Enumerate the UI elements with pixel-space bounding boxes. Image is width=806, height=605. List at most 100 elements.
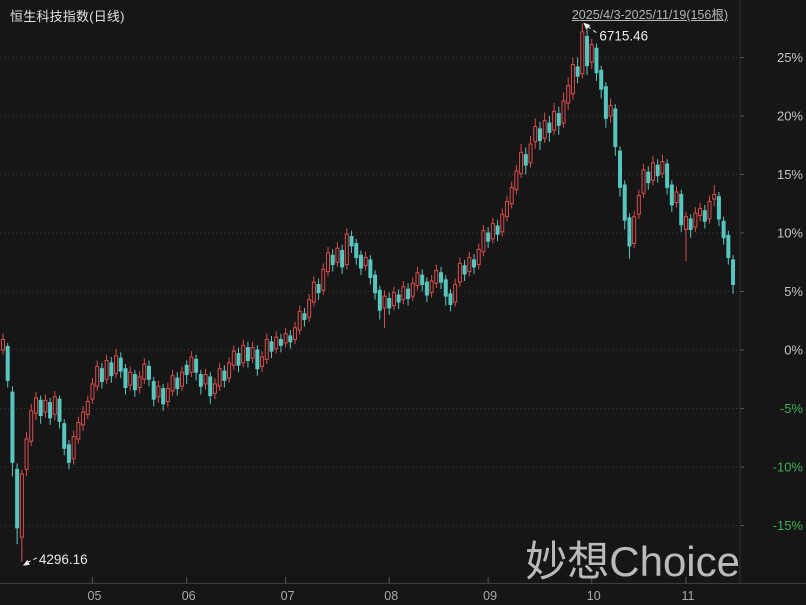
candle[interactable] xyxy=(665,159,670,195)
candle[interactable] xyxy=(726,230,731,265)
candle[interactable] xyxy=(622,180,627,230)
candle[interactable] xyxy=(142,358,147,384)
candle[interactable] xyxy=(373,270,378,300)
candle[interactable] xyxy=(646,166,651,190)
candle[interactable] xyxy=(406,283,411,306)
candle[interactable] xyxy=(401,280,406,305)
candle[interactable] xyxy=(721,216,726,245)
candle[interactable] xyxy=(396,289,401,310)
candle[interactable] xyxy=(335,242,340,267)
candle[interactable] xyxy=(227,357,232,383)
candle[interactable] xyxy=(608,98,613,124)
candle[interactable] xyxy=(570,57,575,100)
candle[interactable] xyxy=(297,305,302,335)
candle[interactable] xyxy=(358,250,363,276)
candle[interactable] xyxy=(269,335,274,359)
candle[interactable] xyxy=(504,195,509,222)
candle[interactable] xyxy=(15,463,20,545)
candle[interactable] xyxy=(245,341,250,368)
candle[interactable] xyxy=(514,165,519,195)
candle[interactable] xyxy=(556,106,561,135)
candle[interactable] xyxy=(462,259,467,281)
candle[interactable] xyxy=(585,29,590,76)
candle[interactable] xyxy=(217,362,222,391)
candle[interactable] xyxy=(170,369,175,396)
candle[interactable] xyxy=(391,286,396,311)
candle[interactable] xyxy=(57,395,62,429)
candle[interactable] xyxy=(500,208,505,237)
candle[interactable] xyxy=(198,369,203,395)
candle[interactable] xyxy=(731,255,736,294)
candle[interactable] xyxy=(599,65,604,99)
candle[interactable] xyxy=(443,275,448,306)
candle[interactable] xyxy=(481,224,486,257)
candle[interactable] xyxy=(114,348,119,379)
candle[interactable] xyxy=(311,276,316,307)
candle[interactable] xyxy=(250,341,255,363)
candle[interactable] xyxy=(5,342,10,388)
candle[interactable] xyxy=(655,159,660,183)
candle[interactable] xyxy=(707,195,712,224)
candle[interactable] xyxy=(283,327,288,348)
candle[interactable] xyxy=(650,155,655,186)
candle[interactable] xyxy=(368,255,373,285)
candle[interactable] xyxy=(236,347,241,373)
candle[interactable] xyxy=(382,290,387,328)
candle[interactable] xyxy=(679,189,684,232)
candle[interactable] xyxy=(184,360,189,384)
candle[interactable] xyxy=(552,103,557,135)
candle[interactable] xyxy=(19,469,24,562)
candle[interactable] xyxy=(467,251,472,277)
candle[interactable] xyxy=(453,278,458,307)
candle[interactable] xyxy=(208,372,213,404)
candle[interactable] xyxy=(344,228,349,270)
candle[interactable] xyxy=(641,163,646,198)
candle[interactable] xyxy=(683,211,688,262)
date-range-link[interactable]: 2025/4/3-2025/11/19(156根) xyxy=(571,8,728,22)
candle[interactable] xyxy=(52,390,57,421)
candle[interactable] xyxy=(147,360,152,387)
candle[interactable] xyxy=(674,186,679,208)
candle[interactable] xyxy=(547,116,552,142)
candle[interactable] xyxy=(523,147,528,175)
candle[interactable] xyxy=(203,368,208,390)
candle[interactable] xyxy=(1,333,5,355)
candle[interactable] xyxy=(519,144,524,179)
candle[interactable] xyxy=(377,285,382,320)
candle[interactable] xyxy=(542,112,547,143)
candle[interactable] xyxy=(99,362,104,389)
candle[interactable] xyxy=(698,202,703,222)
candle[interactable] xyxy=(307,293,312,322)
candle[interactable] xyxy=(43,394,48,418)
candle[interactable] xyxy=(241,339,246,368)
candle[interactable] xyxy=(260,351,265,373)
candle[interactable] xyxy=(457,257,462,287)
candle[interactable] xyxy=(95,360,100,391)
candle[interactable] xyxy=(109,357,114,383)
candle[interactable] xyxy=(439,266,444,290)
candle[interactable] xyxy=(288,330,293,349)
candle[interactable] xyxy=(702,204,707,229)
candle[interactable] xyxy=(71,430,76,465)
candle[interactable] xyxy=(340,244,345,274)
candle[interactable] xyxy=(302,307,307,327)
candle[interactable] xyxy=(434,264,439,288)
candle[interactable] xyxy=(603,82,608,128)
candle[interactable] xyxy=(156,380,161,403)
candle[interactable] xyxy=(363,251,368,271)
candle[interactable] xyxy=(90,378,95,404)
candle[interactable] xyxy=(38,395,43,424)
candle[interactable] xyxy=(222,365,227,388)
candle[interactable] xyxy=(264,333,269,365)
candle[interactable] xyxy=(212,378,217,400)
candle[interactable] xyxy=(387,292,392,315)
candle[interactable] xyxy=(137,371,142,394)
candle[interactable] xyxy=(528,135,533,168)
candle[interactable] xyxy=(632,210,637,249)
candle[interactable] xyxy=(118,352,123,379)
candle[interactable] xyxy=(627,213,632,259)
candle[interactable] xyxy=(10,386,15,477)
candle[interactable] xyxy=(255,345,260,376)
candle[interactable] xyxy=(66,440,71,470)
